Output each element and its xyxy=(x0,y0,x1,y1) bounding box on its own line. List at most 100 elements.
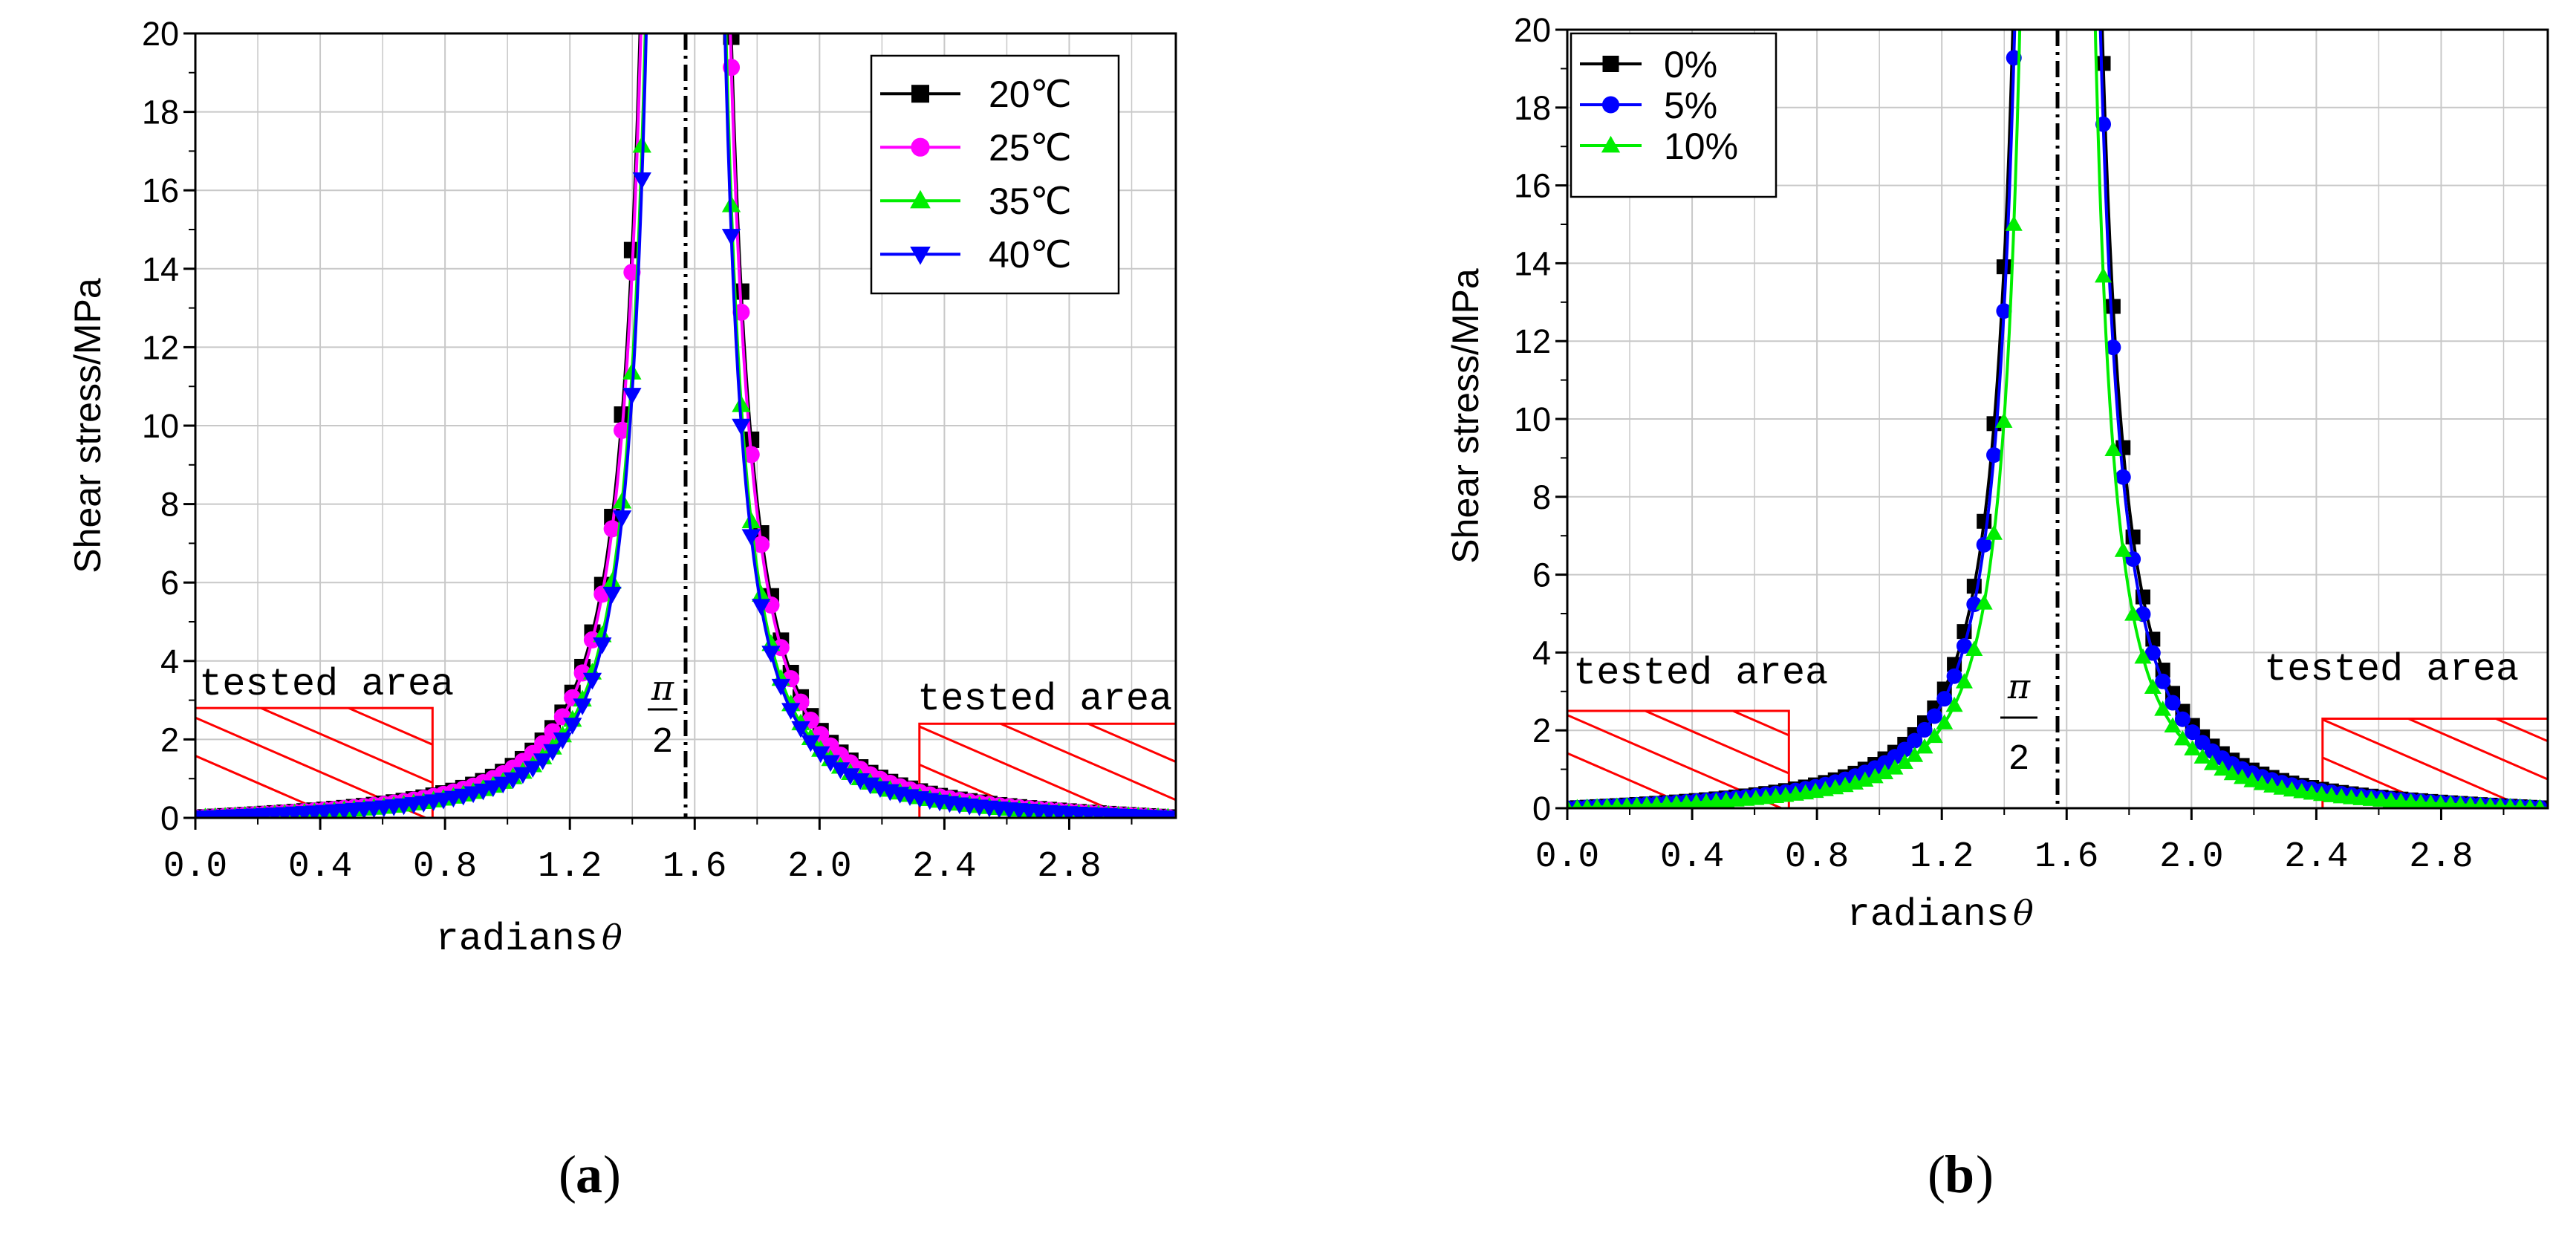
chart-b-point-2 xyxy=(1649,796,1664,808)
chart-b-point-0 xyxy=(2095,56,2111,71)
chart-a-ytick-label: 2 xyxy=(160,721,179,758)
chart-a-point-3 xyxy=(721,229,741,246)
chart-a-legend-label-0: 20℃ xyxy=(989,74,1072,115)
chart-a-point-3 xyxy=(1158,810,1176,818)
chart-a-point-3 xyxy=(771,678,790,696)
chart-b-point-1 xyxy=(2185,724,2201,741)
chart-a-point-3 xyxy=(513,767,533,784)
chart-b-xlabel-theta: θ xyxy=(2013,893,2034,933)
chart-a-xtick-label: 0.4 xyxy=(288,847,352,887)
chart-b-point-2 xyxy=(2433,795,2448,808)
chart-b-point-2 xyxy=(2144,678,2162,694)
chart-a-xtick-label: 0.0 xyxy=(163,847,227,887)
chart-b-xtick-label: 2.4 xyxy=(2284,837,2348,877)
chart-b-point-2 xyxy=(2484,797,2497,808)
chart-b-point-2 xyxy=(1567,799,1572,808)
svg-text:(: ( xyxy=(559,1145,576,1204)
chart-a-hatch-line xyxy=(260,708,433,784)
chart-a-ytick-label: 6 xyxy=(160,564,179,602)
chart-b-point-2 xyxy=(2005,215,2023,231)
chart-a-hatch-line xyxy=(1263,724,1480,818)
chart-b-point-2 xyxy=(2203,755,2221,770)
chart-b-series-2 xyxy=(1567,30,2548,808)
chart-a-point-1 xyxy=(742,446,760,464)
chart-a-legend-label-2: 35℃ xyxy=(989,181,1072,222)
chart-b-point-2 xyxy=(2114,542,2132,557)
chart-b-ytick-label: 8 xyxy=(1532,478,1551,516)
chart-b-xtick-label: 2.0 xyxy=(2159,837,2223,877)
chart-b-point-1 xyxy=(2174,711,2190,727)
chart-b-point-1 xyxy=(2105,339,2121,356)
chart-b-ytick-label: 18 xyxy=(1514,89,1551,127)
chart-b-hatch-line xyxy=(2495,718,2548,743)
chart-b-point-2 xyxy=(1668,795,1685,808)
chart-a-point-1 xyxy=(752,536,770,553)
chart-b-point-2 xyxy=(1916,738,1933,754)
chart-b-point-2 xyxy=(1639,796,1653,808)
chart-a-point-3 xyxy=(582,672,602,690)
chart-a-point-3 xyxy=(732,418,751,436)
chart-b-xlabel: radians xyxy=(1847,893,2009,937)
chart-a-ytick-label: 10 xyxy=(142,407,179,445)
chart-a-point-3 xyxy=(553,732,573,750)
chart-b-point-2 xyxy=(2193,748,2211,764)
chart-b-point-1 xyxy=(1976,536,1992,553)
chart-b-hatch-line xyxy=(1645,711,1789,775)
chart-a-point-3 xyxy=(622,388,642,405)
chart-a-asymptote-label: π 2 xyxy=(648,668,677,763)
chart-b-point-2 xyxy=(2273,779,2291,795)
chart-b-point-2 xyxy=(1591,798,1603,808)
chart-a-point-3 xyxy=(523,761,542,778)
chart-b-xtick-label: 2.8 xyxy=(2409,837,2473,877)
chart-a-point-3 xyxy=(632,172,651,189)
chart-a-ytick-label: 0 xyxy=(160,799,179,837)
chart-b-point-2 xyxy=(2504,798,2517,808)
chart-b-point-2 xyxy=(2263,777,2281,793)
chart-a-point-3 xyxy=(850,773,870,790)
chart-b-hatch-line xyxy=(2322,718,2528,808)
chart-a-legend-label-1: 25℃ xyxy=(989,127,1072,169)
chart-b-point-2 xyxy=(1610,797,1623,808)
chart-b-legend: 0%5%10% xyxy=(1570,32,1777,198)
chart-b-ytick-label: 14 xyxy=(1514,244,1551,282)
chart-a-hatch-line xyxy=(348,708,433,746)
chart-b-ytick-label: 20 xyxy=(1514,11,1551,49)
chart-a-xlabel-theta: θ xyxy=(602,917,622,958)
chart-b-legend-marker-2 xyxy=(1601,135,1621,153)
chart-b-point-2 xyxy=(2494,797,2507,808)
chart-b-xtick-label: 0.4 xyxy=(1660,837,1724,877)
chart-b-point-1 xyxy=(2155,673,2171,689)
chart-b-point-2 xyxy=(1630,796,1644,808)
chart-b-point-2 xyxy=(2154,700,2172,716)
chart-b-point-2 xyxy=(1995,412,2013,428)
chart-b-point-1 xyxy=(2115,469,2131,485)
chart-a-point-3 xyxy=(761,646,781,663)
chart-a-point-2 xyxy=(602,572,622,589)
chart-b-legend-marker-0 xyxy=(1602,56,1619,72)
chart-b-point-2 xyxy=(2293,783,2311,799)
chart-b-ticks: 0.0 0.4 0.8 1.2 1.6 2.0 2.4 2.8 0 2 4 6 8 10 12 14 16 18 2… xyxy=(1514,11,2505,877)
chart-b-ytick-label: 12 xyxy=(1514,322,1551,360)
chart-b-point-1 xyxy=(1956,638,1972,654)
chart-a-point-3 xyxy=(841,768,860,785)
chart-b-point-1 xyxy=(1946,668,1962,684)
chart-a-xlabel: radians xyxy=(436,917,598,961)
chart-b-hatch-line xyxy=(1567,752,1694,808)
chart-a-point-2 xyxy=(612,491,632,509)
chart-b-point-1 xyxy=(2164,695,2181,711)
chart-a-ytick-label: 12 xyxy=(142,328,179,366)
chart-b-xtick-label: 1.2 xyxy=(1910,837,1974,877)
chart-b-point-1 xyxy=(1996,303,2012,319)
chart-b-ytick-label: 16 xyxy=(1514,167,1551,205)
chart-b-point-1 xyxy=(1986,447,2003,464)
chart-a-ytick-label: 4 xyxy=(160,643,179,680)
chart-b-ytick-label: 6 xyxy=(1532,556,1551,594)
chart-a-ylabel: Shear stress/MPa xyxy=(67,278,108,573)
chart-a-xtick-label: 2.0 xyxy=(787,847,851,887)
chart-a-hatch-line xyxy=(919,725,1131,819)
chart-a-ticks: 0.0 0.4 0.8 1.2 1.6 2.0 2.4 2.8 0 2 4 6 8 10 12 14 16 18 2… xyxy=(142,15,1133,887)
chart-b-hatch-line xyxy=(1732,711,1789,737)
chart-b-point-2 xyxy=(1955,673,1973,689)
chart-b-point-2 xyxy=(2453,796,2468,808)
